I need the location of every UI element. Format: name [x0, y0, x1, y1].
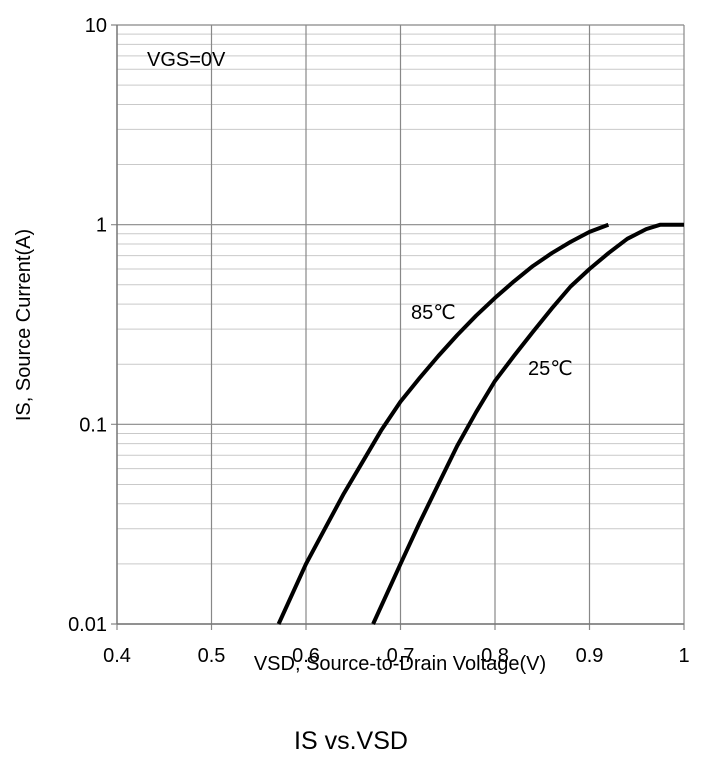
x-tick-label: 1 [678, 645, 689, 667]
series-line-85c [276, 222, 610, 625]
vgs-annotation: VGS=0V [147, 49, 226, 71]
chart-caption: IS vs.VSD [294, 727, 408, 755]
x-tick-label: 0.6 [292, 645, 320, 667]
y-tick-label: 1 [96, 215, 107, 237]
series-label-85c: 85℃ [411, 302, 456, 324]
y-axis-title: IS, Source Current(A) [13, 229, 35, 421]
series-label-25c: 25℃ [528, 358, 573, 380]
x-tick-label: 0.9 [576, 645, 604, 667]
x-tick-label: 0.7 [387, 645, 415, 667]
y-tick-label: 0.01 [68, 614, 107, 636]
x-tick-label: 0.5 [198, 645, 226, 667]
x-tick-label: 0.4 [103, 645, 131, 667]
y-tick-label: 0.1 [79, 414, 107, 436]
major-gridlines [111, 24, 685, 630]
x-axis-title: VSD, Source-to-Drain Voltage(V) [254, 653, 546, 675]
x-tick-label: 0.8 [481, 645, 509, 667]
tick-labels: 0.01 0.1 1 10 0.4 0.5 0.6 0.7 0.8 0.9 1 [68, 15, 690, 667]
series-layer [276, 222, 684, 625]
series-line-25c [371, 222, 684, 625]
y-tick-label: 10 [85, 15, 107, 37]
